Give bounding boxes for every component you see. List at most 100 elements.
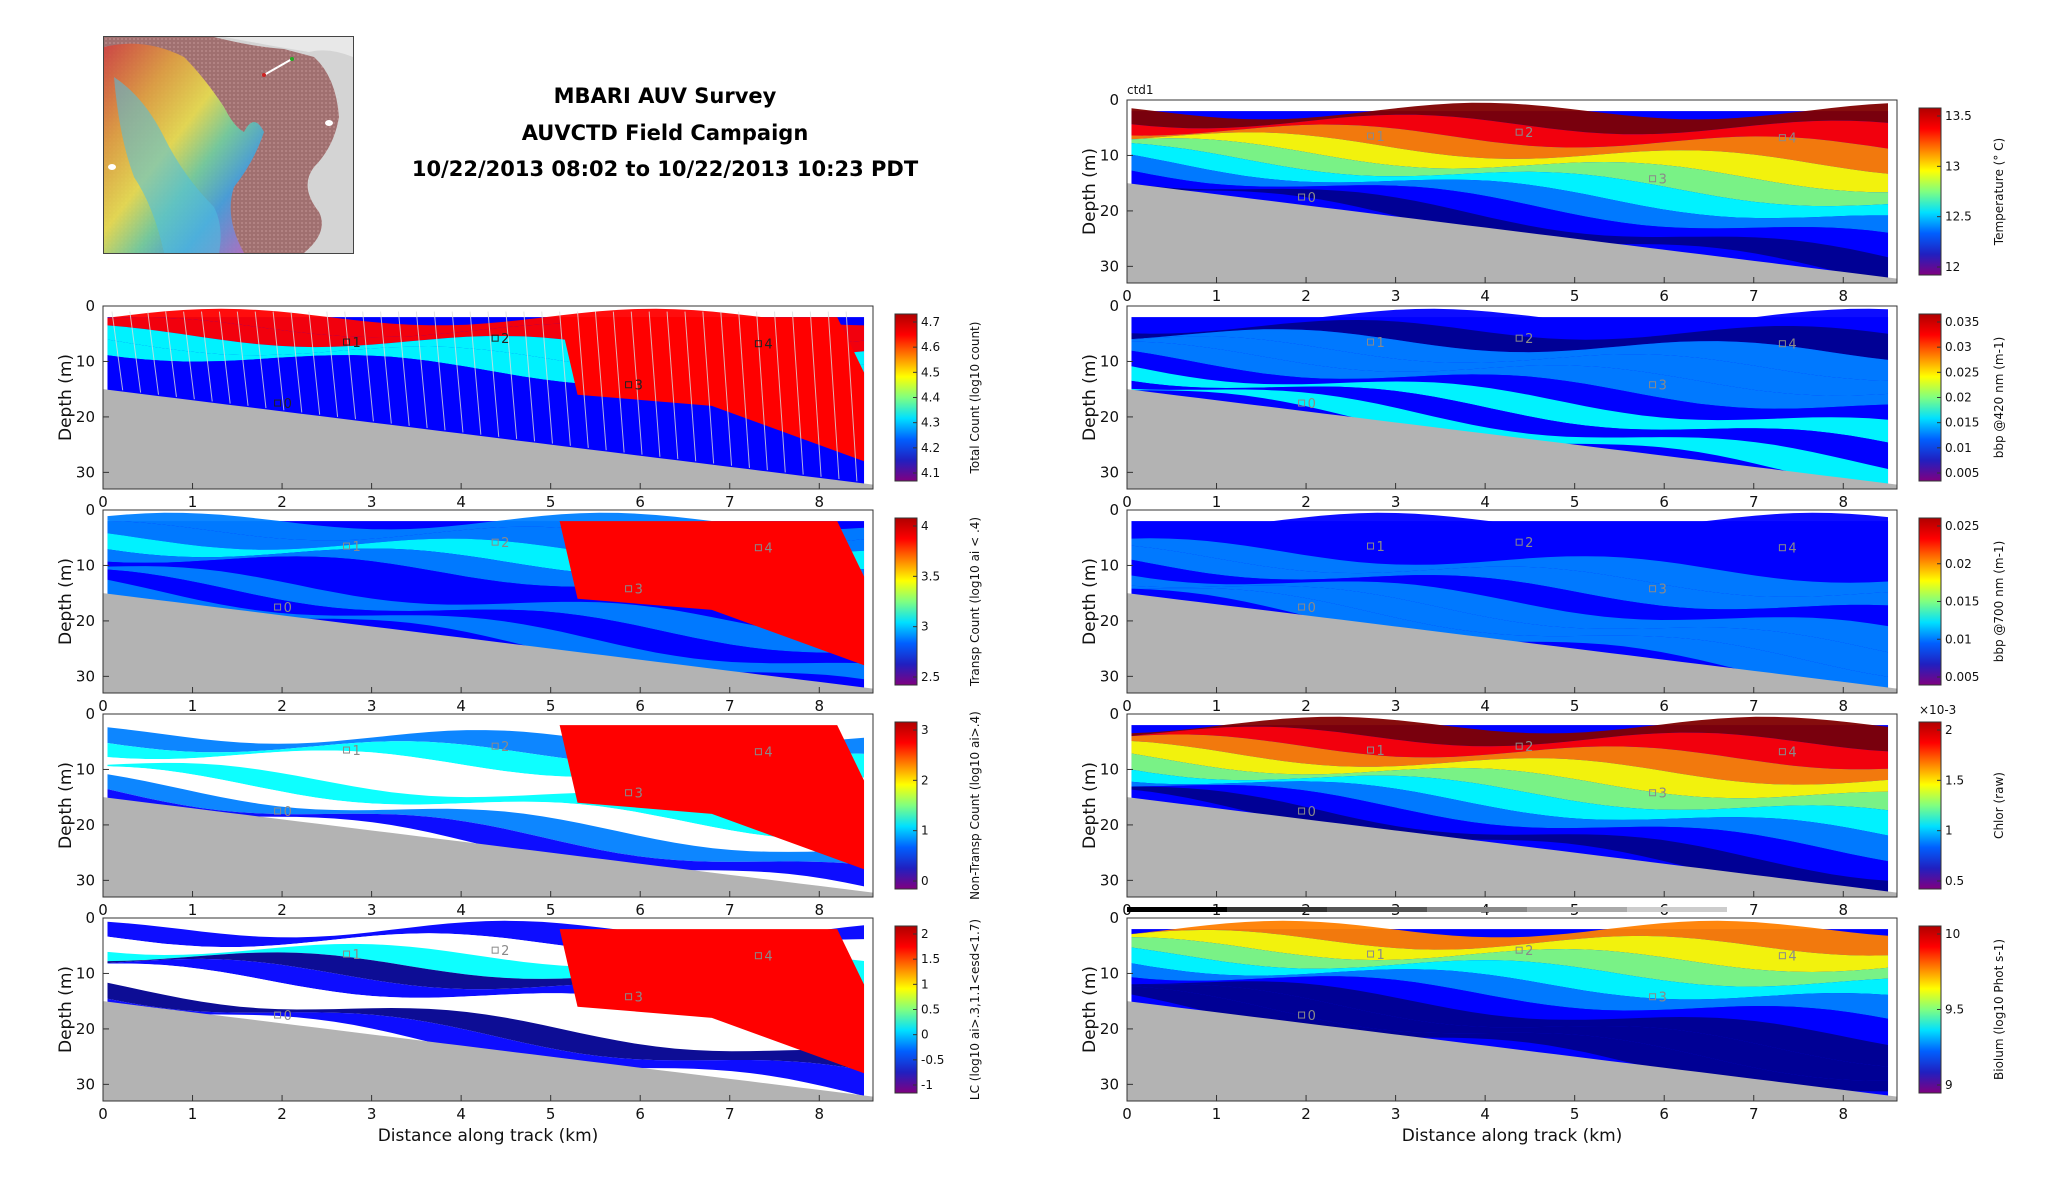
marker-0: [274, 1011, 282, 1019]
x-tick-label: 4: [456, 901, 466, 919]
y-tick-label: 30: [76, 463, 95, 481]
colorbar-tick-label: 2.5: [921, 670, 940, 684]
x-tick-label: 4: [1480, 287, 1490, 305]
x-tick-label: 5: [1570, 493, 1580, 511]
axes-frame: [102, 917, 874, 1102]
marker-label-2: 2: [501, 740, 509, 755]
marker-label-0: 0: [284, 397, 292, 412]
marker-1: [1367, 338, 1375, 346]
axes-frame: [102, 713, 874, 898]
colorbar-label: Chlor (raw): [1992, 772, 2006, 839]
y-axis-label: Depth (m): [1080, 762, 1100, 849]
y-tick-label: 10: [76, 556, 95, 574]
colorbar-tick-label: 13.5: [1945, 109, 1972, 123]
y-tick-label: 20: [76, 612, 95, 630]
seabed-terrain: [103, 389, 873, 489]
y-tick-label: 20: [1100, 612, 1119, 630]
y-tick-label: 10: [1100, 146, 1119, 164]
marker-label-3: 3: [635, 787, 643, 802]
y-tick-label: 30: [1100, 667, 1119, 685]
location-map: [103, 36, 354, 254]
marker-label-4: 4: [1788, 542, 1796, 557]
y-tick-label: 30: [76, 1075, 95, 1093]
marker-2: [1515, 334, 1523, 342]
marker-label-1: 1: [1377, 130, 1385, 145]
x-tick-label: 2: [1301, 1105, 1311, 1123]
marker-4: [754, 340, 762, 348]
marker-label-2: 2: [501, 536, 509, 551]
y-tick-label: 0: [85, 909, 95, 927]
y-tick-label: 20: [1100, 408, 1119, 426]
marker-label-2: 2: [1525, 740, 1533, 755]
colorbar-tick-label: 0.01: [1945, 441, 1972, 455]
marker-3: [1649, 585, 1657, 593]
y-tick-label: 0: [1109, 705, 1119, 723]
y-tick-label: 0: [1109, 297, 1119, 315]
colorbar-tick-label: 4.6: [921, 340, 940, 354]
marker-label-1: 1: [353, 744, 361, 759]
x-tick-label: 3: [367, 901, 377, 919]
x-tick-label: 8: [815, 493, 825, 511]
colorbar-label: Total Count (log10 count): [968, 322, 982, 475]
marker-label-3: 3: [635, 379, 643, 394]
colorbar-tick-label: 4.3: [921, 416, 940, 430]
marker-0: [1298, 193, 1306, 201]
x-tick-label: 0: [98, 697, 108, 715]
marker-2: [1515, 742, 1523, 750]
colorbar-tick-label: 1: [921, 977, 929, 991]
x-tick-label: 5: [546, 493, 556, 511]
colorbar-tick-label: 3: [921, 620, 929, 634]
marker-3: [625, 789, 633, 797]
marker-label-0: 0: [284, 805, 292, 820]
x-tick-label: 3: [1391, 493, 1401, 511]
seabed-terrain: [1127, 1001, 1897, 1101]
y-tick-label: 20: [1100, 202, 1119, 220]
y-tick-label: 10: [1100, 760, 1119, 778]
marker-0: [274, 807, 282, 815]
x-tick-label: 0: [98, 901, 108, 919]
x-tick-label: 4: [1480, 1105, 1490, 1123]
x-tick-label: 5: [1570, 1105, 1580, 1123]
y-axis-label: Depth (m): [1080, 966, 1100, 1053]
colorbar-label: Non-Transp Count (log10 ai>.4): [968, 711, 982, 900]
y-tick-label: 10: [76, 352, 95, 370]
x-tick-label: 8: [1839, 287, 1849, 305]
marker-1: [1367, 746, 1375, 754]
x-tick-label: 3: [367, 493, 377, 511]
x-tick-label: 0: [1122, 287, 1132, 305]
x-tick-label: 1: [1212, 493, 1222, 511]
x-tick-label: 1: [188, 1105, 198, 1123]
marker-label-4: 4: [1788, 132, 1796, 147]
marker-4: [1778, 952, 1786, 960]
x-tick-label: 6: [1659, 287, 1669, 305]
marker-3: [1649, 993, 1657, 1001]
marker-4: [1778, 544, 1786, 552]
marker-label-3: 3: [1659, 379, 1667, 394]
map-image: [104, 37, 353, 253]
y-axis-label: Depth (m): [56, 966, 76, 1053]
colorbar-tick-label: -1: [921, 1078, 933, 1092]
colorbar-tick-label: 9.5: [1945, 1003, 1964, 1017]
x-tick-label: 3: [367, 697, 377, 715]
marker-1: [1367, 542, 1375, 550]
marker-label-4: 4: [764, 542, 772, 557]
marker-1: [343, 542, 351, 550]
marker-label-3: 3: [1659, 583, 1667, 598]
marker-0: [274, 603, 282, 611]
y-tick-label: 30: [1100, 1075, 1119, 1093]
marker-label-1: 1: [1377, 744, 1385, 759]
x-tick-label: 0: [98, 493, 108, 511]
x-tick-label: 3: [1391, 697, 1401, 715]
x-tick-label: 7: [1749, 697, 1759, 715]
marker-1: [1367, 132, 1375, 140]
x-tick-label: 6: [635, 1105, 645, 1123]
y-tick-label: 10: [1100, 556, 1119, 574]
x-tick-label: 8: [1839, 493, 1849, 511]
y-tick-label: 20: [76, 816, 95, 834]
y-tick-label: 30: [76, 871, 95, 889]
marker-1: [343, 746, 351, 754]
marker-label-3: 3: [1659, 787, 1667, 802]
